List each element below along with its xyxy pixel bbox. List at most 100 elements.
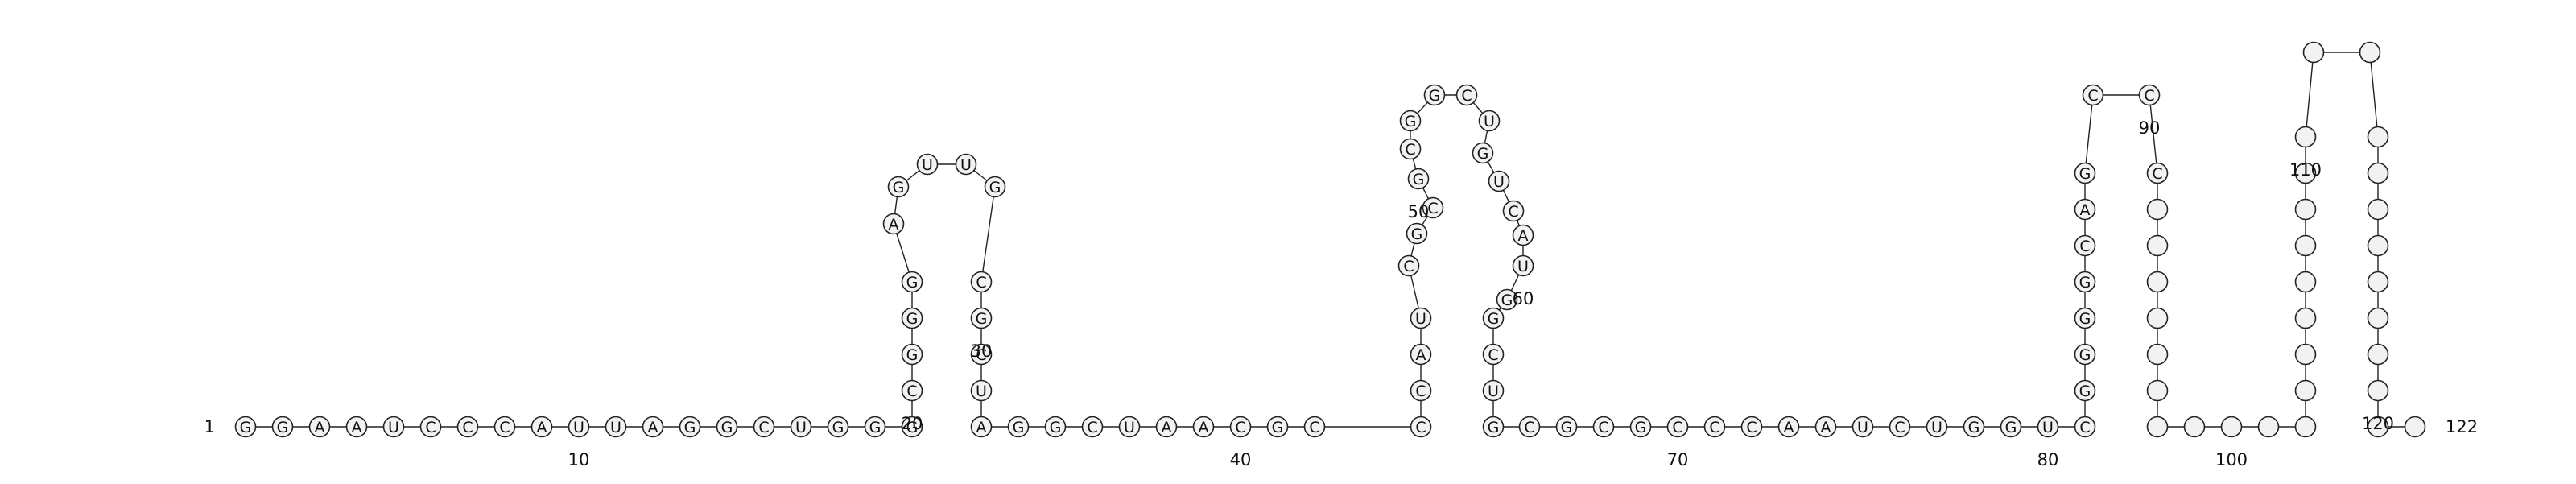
nucleotide: C [1592, 416, 1615, 438]
nucleotide: U [1488, 170, 1510, 192]
nucleotide-circle [1496, 288, 1518, 311]
nucleotide-letter: C [758, 419, 769, 436]
nucleotide: C [2074, 234, 2096, 257]
nucleotide-circle [2367, 234, 2389, 257]
nucleotide: G [827, 416, 849, 438]
nucleotide-circle [2082, 84, 2104, 106]
nucleotide: G [2000, 416, 2022, 438]
nucleotide-circle [2074, 198, 2096, 221]
nucleotide-circle [2294, 343, 2317, 366]
nucleotide [2146, 271, 2169, 293]
backbone-link [2305, 52, 2314, 138]
nucleotide-circle [345, 416, 368, 438]
nucleotide-letter: C [976, 274, 986, 292]
nucleotide-circle [901, 343, 923, 366]
nucleotide-circle [2220, 416, 2243, 438]
nucleotide-letter: C [499, 419, 510, 436]
nucleotide-letter: C [1415, 419, 1426, 436]
nucleotide-circle [1007, 416, 1030, 438]
nucleotide-circle [2146, 416, 2169, 438]
nucleotide-circle [1629, 416, 1652, 438]
nucleotide-circle [1482, 379, 1505, 402]
nucleotide: G [679, 416, 701, 438]
nucleotide: U [1926, 416, 1948, 438]
nucleotide-letter: A [1199, 419, 1209, 436]
nucleotide-letter: A [2080, 201, 2091, 219]
nucleotide [2367, 416, 2389, 438]
nucleotide-circle [568, 416, 590, 438]
nucleotide: C [1518, 416, 1541, 438]
nucleotide-circle [901, 416, 923, 438]
nucleotide: U [916, 153, 939, 176]
nucleotide-circle [1472, 142, 1494, 164]
nucleotide: A [882, 213, 905, 235]
nucleotide-letter: G [1635, 419, 1647, 436]
nucleotide-letter: G [1272, 419, 1284, 436]
nucleotide-letter: G [832, 419, 844, 436]
nucleotide-letter: A [1416, 346, 1426, 364]
nucleotide: U [1478, 110, 1501, 132]
nucleotide-letter: C [1598, 419, 1608, 436]
nucleotide [2367, 307, 2389, 329]
nucleotide-circle [2367, 416, 2389, 438]
nucleotide [2302, 41, 2325, 64]
nucleotide-circle [2146, 234, 2169, 257]
nucleotide-letter: C [1746, 419, 1757, 436]
nucleotide [2220, 416, 2243, 438]
position-number: 40 [1230, 450, 1252, 470]
position-number: 80 [2037, 450, 2059, 470]
position-number: 60 [1513, 289, 1534, 308]
nucleotide-letter: C [2079, 238, 2090, 255]
nucleotide: G [864, 416, 886, 438]
nucleotide-letter: A [315, 419, 325, 436]
nucleotide-circle [419, 416, 442, 438]
nucleotide-circle [2367, 126, 2389, 148]
nucleotide [2367, 126, 2389, 148]
nucleotide: G [1482, 416, 1505, 438]
nucleotide-circle [1740, 416, 1763, 438]
nucleotide-circle [493, 416, 516, 438]
nucleotide [2367, 234, 2389, 257]
nucleotide-circle [2294, 307, 2317, 329]
nucleotide: C [1410, 416, 1432, 438]
nucleotide: A [1155, 416, 1178, 438]
nucleotide-circle [2074, 416, 2096, 438]
nucleotide-circle [1478, 110, 1501, 132]
position-number: 30 [971, 341, 993, 361]
nucleotide-letter: U [1517, 258, 1529, 275]
nucleotide-circle [1703, 416, 1726, 438]
nucleotide-circle [2294, 162, 2317, 184]
nucleotide-circle [2359, 41, 2381, 64]
nucleotide-circle [1512, 224, 1534, 246]
nucleotide-circle [1399, 110, 1422, 132]
nucleotide-circle [1592, 416, 1615, 438]
nucleotide-letter: G [893, 179, 905, 196]
nucleotide: A [1192, 416, 1215, 438]
nucleotide-circle [2146, 162, 2169, 184]
nucleotide-circle [1482, 416, 1505, 438]
nucleotide-letter: G [1411, 225, 1423, 243]
nucleotide-circle [2146, 198, 2169, 221]
nucleotide: C [1703, 416, 1726, 438]
nucleotide: U [790, 416, 812, 438]
nucleotide-circle [2294, 126, 2317, 148]
nucleotide-letter: C [1524, 419, 1534, 436]
nucleotide-letter: G [1501, 292, 1513, 309]
nucleotide-letter: U [1488, 383, 1499, 400]
nucleotide-circle [1455, 84, 1478, 106]
nucleotide: C [2146, 162, 2169, 184]
nucleotide-circle [234, 416, 257, 438]
nucleotide-circle [1406, 222, 1428, 245]
nucleotide [2367, 162, 2389, 184]
nucleotide-letter: C [1894, 419, 1905, 436]
nucleotide-circle [970, 416, 993, 438]
nucleotide-letter: G [2079, 165, 2091, 183]
nucleotide-letter: U [1124, 419, 1135, 436]
nucleotide: A [1512, 224, 1534, 246]
nucleotide-letter: A [1784, 419, 1794, 436]
nucleotide-letter: U [1415, 310, 1426, 328]
nucleotide-circle [2302, 41, 2325, 64]
nucleotide-letter: U [1493, 173, 1505, 191]
